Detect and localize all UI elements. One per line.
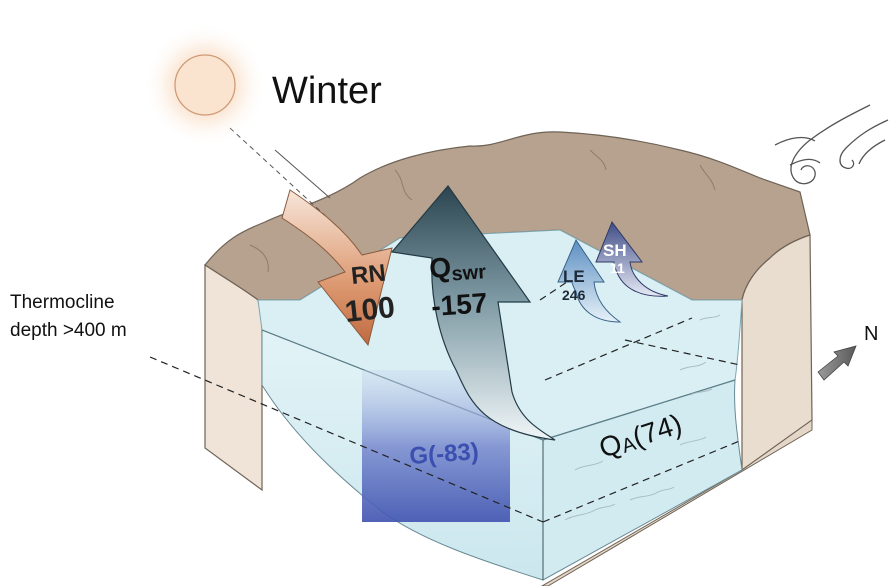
wind-icon	[774, 104, 889, 185]
qswr-label: Qswr	[428, 249, 487, 287]
qswr-subscript: swr	[451, 261, 487, 285]
sh-value: 11	[610, 260, 625, 276]
north-label: N	[864, 323, 878, 345]
g-label: G(-83)	[409, 438, 480, 470]
rn-flux-arrow	[281, 189, 393, 347]
le-value: 246	[562, 287, 586, 303]
sh-label: SH	[603, 241, 627, 260]
sun-icon	[143, 23, 267, 147]
thermocline-line	[149, 269, 743, 523]
sun-rays	[229, 127, 331, 221]
north-arrow-icon	[817, 345, 857, 381]
rn-label: RN	[350, 259, 387, 289]
le-flux-arrow	[557, 238, 622, 323]
rn-value: 100	[343, 291, 396, 329]
sh-flux-arrow	[595, 220, 669, 297]
water-current-lines	[564, 314, 721, 521]
season-title: Winter	[272, 70, 382, 112]
qswr-name: Q	[428, 252, 452, 284]
thermocline-label-line2: depth >400 m	[10, 320, 127, 341]
thermocline-label-line1: Thermocline	[10, 292, 115, 313]
qswr-value: -157	[430, 287, 488, 322]
le-label: LE	[563, 267, 585, 286]
qswr-flux-arrow	[390, 185, 556, 441]
